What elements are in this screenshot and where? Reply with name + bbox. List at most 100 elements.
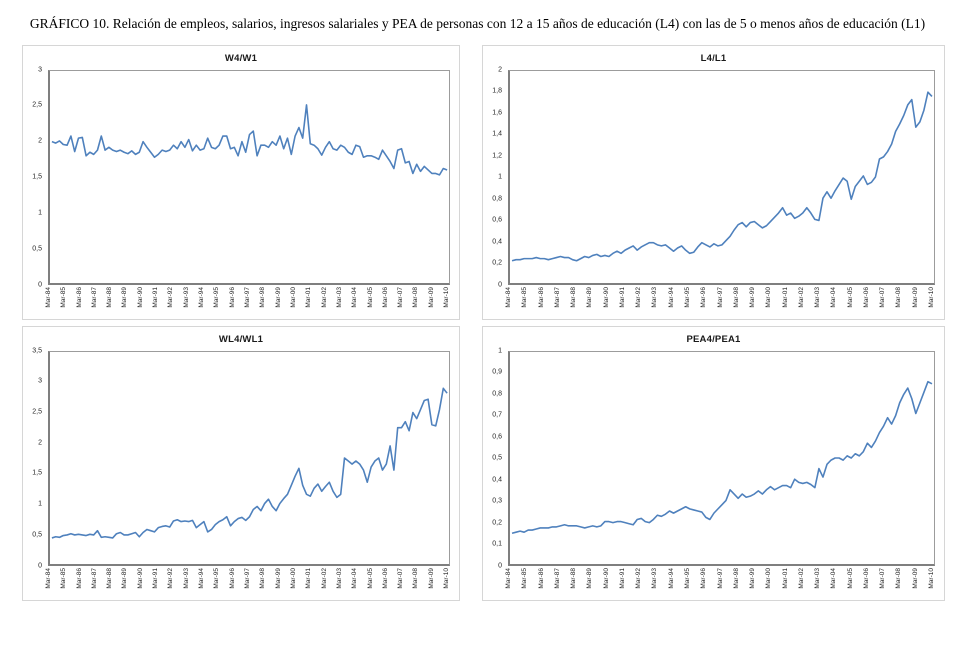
x-tick-label: Mar-03 — [814, 567, 822, 589]
x-tick-label: Mar-10 — [927, 567, 935, 589]
x-tick-label: Mar-86 — [75, 567, 83, 589]
y-tick-label: 0,3 — [492, 497, 502, 505]
x-tick-label: Mar-93 — [182, 286, 190, 308]
x-tick-label: Mar-91 — [152, 286, 160, 308]
x-tick-label: Mar-97 — [244, 286, 251, 308]
y-tick-label: 1 — [38, 500, 42, 508]
x-tick-label: Mar-01 — [781, 286, 789, 308]
y-tick-label: 0 — [498, 281, 502, 289]
x-tick-label: Mar-00 — [289, 567, 297, 589]
x-tick-label: Mar-85 — [521, 286, 529, 308]
x-tick-label: Mar-89 — [586, 286, 594, 308]
x-tick-label: Mar-96 — [700, 286, 708, 308]
x-tick-label: Mar-86 — [537, 286, 545, 308]
x-tick-label: Mar-03 — [814, 286, 822, 308]
x-tick-label: Mar-08 — [895, 286, 903, 308]
x-tick-label: Mar-09 — [911, 286, 919, 308]
data-series-line — [52, 388, 447, 538]
x-tick-label: Mar-99 — [749, 286, 757, 308]
x-tick-label: Mar-09 — [911, 567, 919, 589]
plot-area — [48, 350, 450, 566]
x-tick-label: Mar-98 — [259, 286, 267, 308]
x-tick-label: Mar-88 — [106, 286, 114, 308]
x-tick-label: Mar-05 — [846, 286, 854, 308]
x-tick-label: Mar-92 — [167, 286, 175, 308]
x-tick-label: Mar-99 — [749, 567, 757, 589]
x-tick-label: Mar-04 — [351, 286, 359, 308]
y-tick-label: 3,5 — [32, 347, 42, 355]
chart-title: L4/L1 — [700, 52, 727, 64]
data-series-line — [52, 105, 447, 175]
plot-area — [48, 69, 450, 285]
y-tick-label: 2,5 — [32, 101, 42, 109]
x-tick-label: Mar-92 — [167, 567, 175, 589]
x-tick-label: Mar-00 — [765, 567, 773, 589]
y-axis: 1 0,9 0,8 0,7 0,6 0,5 0,4 0,3 0,2 0,1 0 — [483, 347, 505, 569]
x-tick-label: Mar-06 — [381, 567, 389, 589]
y-tick-label: 1,5 — [32, 469, 42, 477]
chart-title: PEA4/PEA1 — [686, 333, 741, 345]
x-tick-label: Mar-91 — [618, 286, 626, 308]
x-tick-label: Mar-02 — [320, 567, 328, 589]
y-tick-label: 0,8 — [492, 195, 502, 203]
x-tick-label: Mar-09 — [427, 286, 435, 308]
x-tick-label: Mar-08 — [412, 567, 420, 589]
x-tick-label: Mar-05 — [846, 567, 854, 589]
x-tick-label: Mar-04 — [830, 567, 838, 589]
x-tick-label: Mar-88 — [570, 286, 578, 308]
x-tick-label: Mar-90 — [602, 567, 610, 589]
y-tick-label: 3 — [38, 66, 42, 74]
y-tick-label: 2,5 — [32, 408, 42, 416]
x-tick-label: Mar-90 — [136, 286, 144, 308]
x-tick-label: Mar-06 — [862, 286, 870, 308]
y-tick-label: 0,4 — [492, 238, 502, 246]
x-tick-label: Mar-87 — [90, 567, 98, 589]
x-tick-label: Mar-88 — [570, 567, 578, 589]
chart-canvas — [50, 352, 449, 564]
x-tick-label: Mar-94 — [198, 567, 206, 589]
y-tick-label: 1,4 — [492, 130, 502, 138]
y-tick-label: 0 — [38, 281, 42, 289]
x-tick-label: Mar-05 — [366, 567, 374, 589]
x-tick-label: Mar-00 — [289, 286, 297, 308]
x-tick-label: Mar-97 — [244, 567, 251, 589]
x-tick-label: Mar-91 — [152, 567, 160, 589]
x-axis: Mar-84 Mar-85 Mar-86 Mar-87 Mar-88 Mar-89 Mar-… — [45, 285, 450, 316]
x-tick-label: Mar-07 — [397, 567, 405, 589]
y-tick-label: 0 — [38, 562, 42, 570]
x-tick-label: Mar-84 — [44, 567, 52, 589]
x-tick-label: Mar-96 — [228, 567, 236, 589]
y-tick-label: 1,2 — [492, 152, 502, 160]
y-tick-label: 1,8 — [492, 87, 502, 95]
x-tick-label: Mar-86 — [75, 286, 83, 308]
x-tick-label: Mar-92 — [635, 286, 643, 308]
y-tick-label: 2 — [38, 439, 42, 447]
x-tick-label: Mar-95 — [213, 286, 221, 308]
plot-area — [508, 350, 935, 566]
x-tick-label: Mar-03 — [335, 286, 343, 308]
y-tick-label: 0,4 — [492, 476, 502, 484]
chart-title: WL4/WL1 — [218, 333, 264, 345]
x-tick-label: Mar-02 — [797, 567, 805, 589]
x-tick-label: Mar-97 — [716, 286, 724, 308]
y-tick-label: 0,7 — [492, 411, 502, 419]
y-tick-label: 2 — [38, 137, 42, 145]
y-tick-label: 0,2 — [492, 259, 502, 267]
x-tick-label: Mar-99 — [274, 286, 282, 308]
x-tick-label: Mar-94 — [198, 286, 206, 308]
x-tick-label: Mar-04 — [830, 286, 838, 308]
x-tick-label: Mar-89 — [586, 567, 594, 589]
chart-panel-w4-w1: W4/W1 3 2,5 2 1,5 1 0,5 0 Mar-84 Mar-85 Mar-86 Ma… — [22, 44, 460, 320]
y-axis: 3,5 3 2,5 2 1,5 1 0,5 0 — [23, 347, 45, 570]
chart-canvas — [510, 352, 934, 564]
x-tick-label: Mar-00 — [765, 286, 773, 308]
x-tick-label: Mar-89 — [121, 567, 129, 589]
x-tick-label: Mar-06 — [862, 567, 870, 589]
x-tick-label: Mar-98 — [732, 567, 740, 589]
x-tick-label: Mar-85 — [60, 286, 68, 308]
x-tick-label: Mar-07 — [879, 567, 887, 589]
x-tick-label: Mar-04 — [351, 567, 359, 589]
y-axis: 2 1,8 1,6 1,4 1,2 1 0,8 0,6 0,4 0,2 0 — [483, 66, 505, 289]
x-tick-label: Mar-95 — [683, 286, 691, 308]
x-tick-label: Mar-02 — [320, 286, 328, 308]
